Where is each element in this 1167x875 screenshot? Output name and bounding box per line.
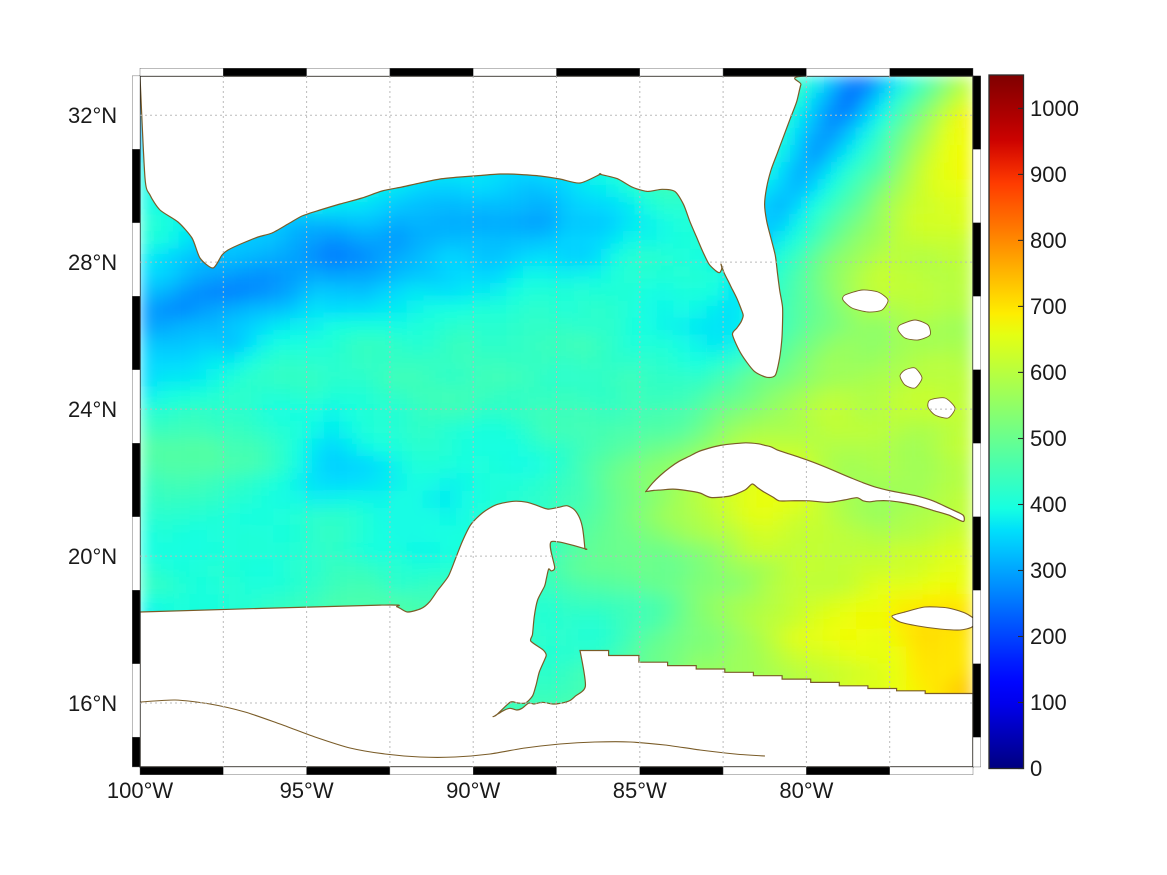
svg-text:95°W: 95°W: [280, 778, 334, 803]
svg-text:24°N: 24°N: [68, 397, 117, 422]
svg-text:85°W: 85°W: [613, 778, 667, 803]
svg-text:700: 700: [1030, 294, 1067, 319]
svg-text:100°W: 100°W: [107, 778, 174, 803]
svg-text:400: 400: [1030, 492, 1067, 517]
svg-text:200: 200: [1030, 624, 1067, 649]
svg-text:500: 500: [1030, 426, 1067, 451]
svg-text:20°N: 20°N: [68, 544, 117, 569]
svg-text:1000: 1000: [1030, 96, 1079, 121]
svg-text:16°N: 16°N: [68, 691, 117, 716]
svg-text:900: 900: [1030, 162, 1067, 187]
svg-text:32°N: 32°N: [68, 103, 117, 128]
svg-text:28°N: 28°N: [68, 250, 117, 275]
svg-text:80°W: 80°W: [779, 778, 833, 803]
svg-text:100: 100: [1030, 690, 1067, 715]
svg-text:600: 600: [1030, 360, 1067, 385]
svg-text:90°W: 90°W: [446, 778, 500, 803]
svg-text:0: 0: [1030, 756, 1042, 781]
svg-text:800: 800: [1030, 228, 1067, 253]
svg-text:300: 300: [1030, 558, 1067, 583]
